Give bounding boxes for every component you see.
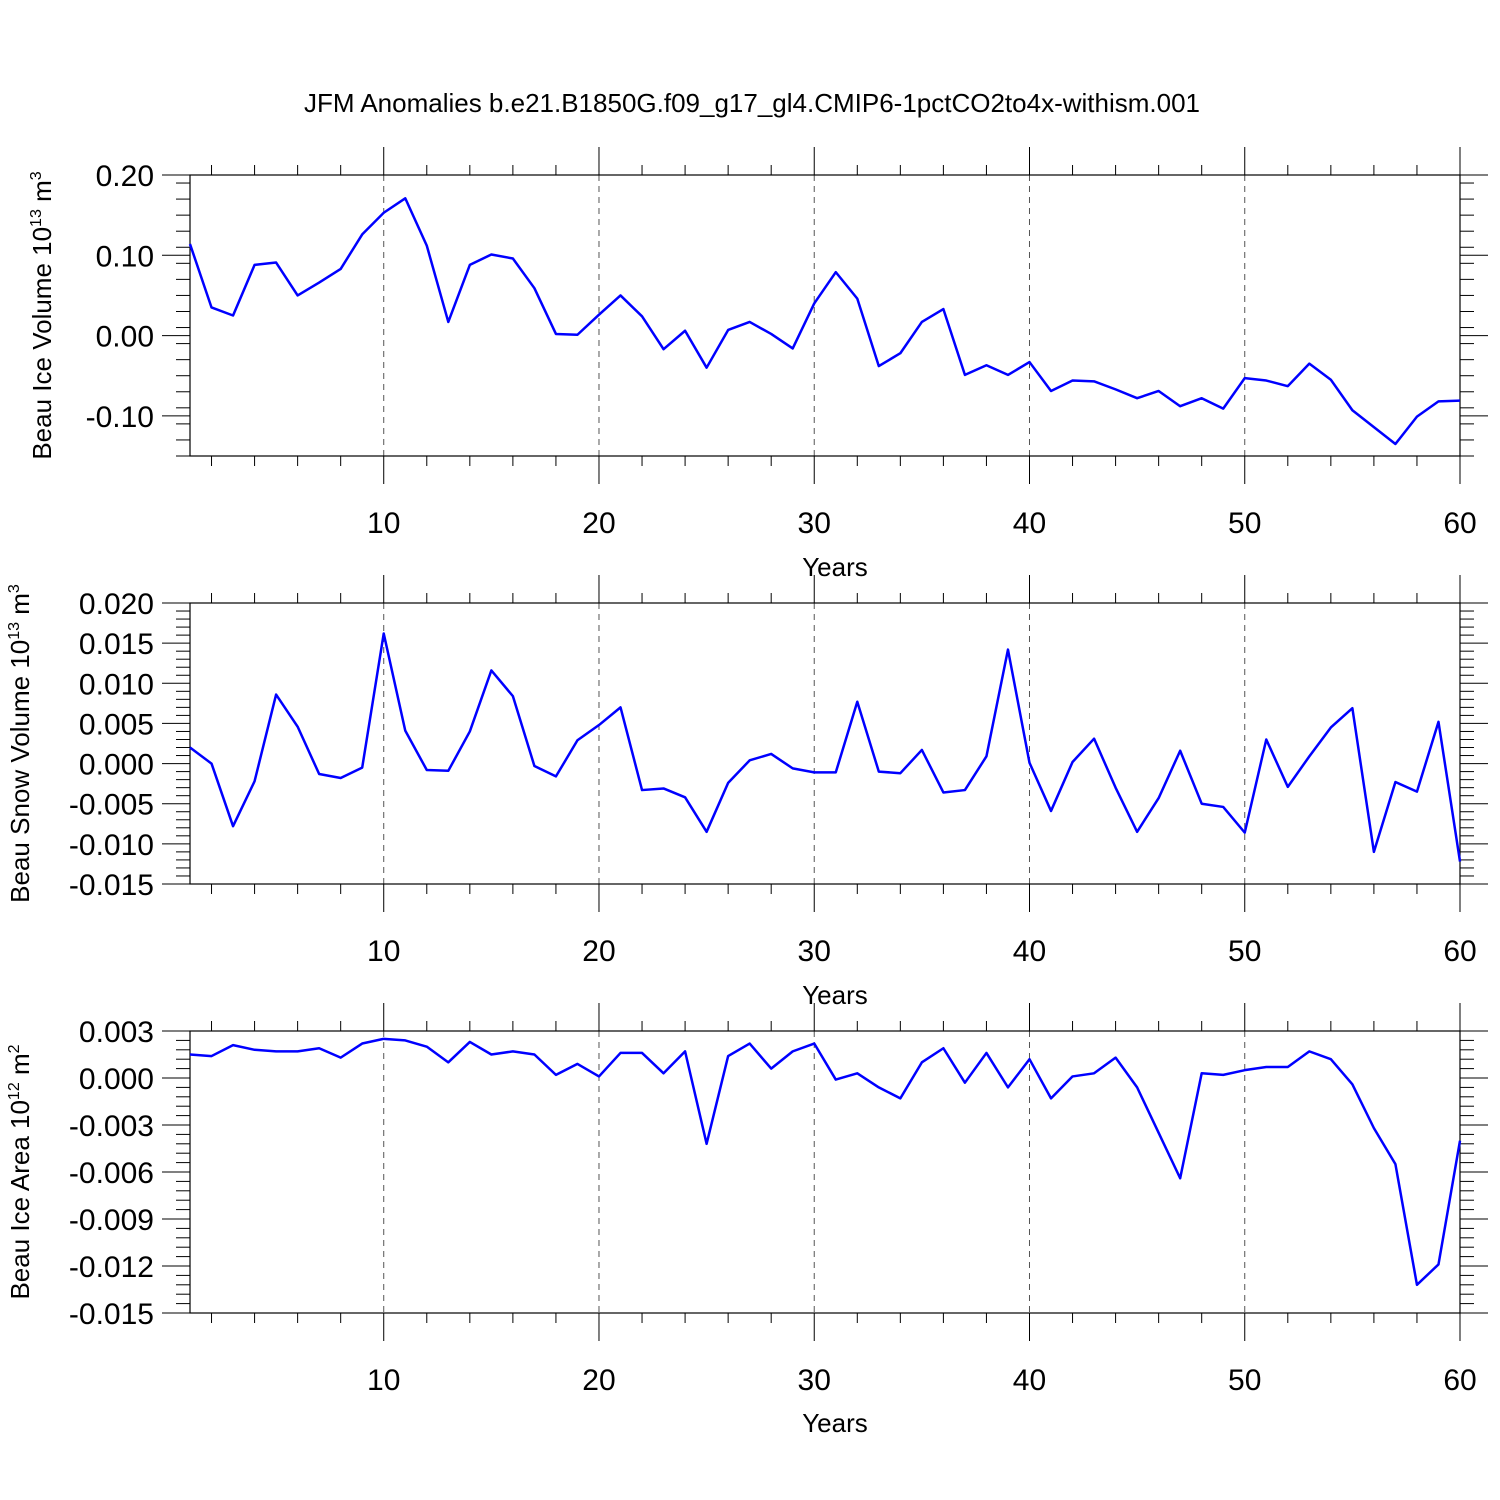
- y-tick-label: -0.015: [69, 869, 154, 902]
- y-tick-label: 0.020: [79, 588, 154, 621]
- x-tick-label: 30: [798, 935, 831, 968]
- y-axis-label-part: m: [27, 180, 57, 209]
- y-axis-label-part: m: [5, 1053, 35, 1082]
- chart-panel-1: 10 20 30 40 50 60 -0.10 0.00 0.10 0.20 Years Beau I…: [27, 147, 1488, 582]
- y-tick-label: 0.000: [79, 1063, 154, 1096]
- x-tick-label: 20: [582, 507, 615, 540]
- y-axis-label: Beau Ice Volume 1013 m3: [27, 171, 57, 459]
- y-tick-label: -0.010: [69, 829, 154, 862]
- series-line: [188, 197, 1461, 446]
- y-tick-label: 0.005: [79, 708, 154, 741]
- x-tick-label: 40: [1013, 1364, 1046, 1397]
- y-axis-label-part: Beau Snow Volume 10: [5, 640, 35, 903]
- y-axis-label-superscript: 3: [28, 171, 45, 180]
- y-tick-label: 0.003: [79, 1016, 154, 1049]
- x-tick-label: 60: [1443, 507, 1476, 540]
- y-tick-label: 0.20: [96, 160, 154, 193]
- x-tick-label: 30: [798, 1364, 831, 1397]
- y-axis-label: Beau Snow Volume 1013 m3: [5, 584, 35, 903]
- y-tick-label: 0.000: [79, 749, 154, 782]
- x-tick-label: 50: [1228, 935, 1261, 968]
- y-axis-label: Beau Ice Area 1012 m2: [5, 1044, 35, 1299]
- x-tick-label: 60: [1443, 935, 1476, 968]
- y-axis-label-superscript: 13: [6, 622, 23, 640]
- y-tick-label: 0.00: [96, 321, 154, 354]
- x-axis-label: Years: [802, 1408, 868, 1438]
- x-tick-label: 10: [367, 507, 400, 540]
- x-tick-label: 30: [798, 507, 831, 540]
- panels: 10 20 30 40 50 60 -0.10 0.00 0.10 0.20 Years Beau I…: [5, 147, 1488, 1438]
- y-axis-label-superscript: 13: [28, 209, 45, 227]
- y-tick-label: -0.10: [86, 401, 154, 434]
- x-axis-label: Years: [802, 552, 868, 582]
- y-axis-label-part: Beau Ice Area 10: [5, 1100, 35, 1299]
- plot-frame: [189, 174, 1461, 457]
- x-tick-label: 40: [1013, 507, 1046, 540]
- x-tick-label: 20: [582, 1364, 615, 1397]
- y-tick-label: -0.015: [69, 1298, 154, 1331]
- series-line: [189, 632, 1462, 862]
- x-tick-label: 40: [1013, 935, 1046, 968]
- y-axis-label-part: m: [5, 593, 35, 622]
- y-tick-label: 0.015: [79, 628, 154, 661]
- y-tick-label: -0.003: [69, 1110, 154, 1143]
- y-tick-label: 0.010: [79, 668, 154, 701]
- x-tick-label: 50: [1228, 1364, 1261, 1397]
- chart-panel-3: 10 20 30 40 50 60 -0.015 -0.012 -0.009 -0.006 -0.0…: [5, 1003, 1488, 1438]
- y-tick-label: -0.009: [69, 1204, 154, 1237]
- plot-frame: [189, 1030, 1461, 1314]
- x-axis-label: Years: [802, 980, 868, 1010]
- y-tick-label: -0.012: [69, 1251, 154, 1284]
- y-axis-label-part: Beau Ice Volume 10: [27, 227, 57, 460]
- y-tick-label: 0.10: [96, 240, 154, 273]
- x-tick-label: 10: [367, 935, 400, 968]
- x-tick-label: 10: [367, 1364, 400, 1397]
- chart-panel-2: 10 20 30 40 50 60 -0.015 -0.010 -0.005 0.000 0.005…: [5, 575, 1488, 1010]
- y-axis-label-superscript: 3: [6, 584, 23, 593]
- y-axis-label-superscript: 2: [6, 1044, 23, 1053]
- plot-frame: [189, 602, 1461, 885]
- series-line: [189, 1037, 1462, 1287]
- y-tick-label: -0.005: [69, 789, 154, 822]
- y-axis-label-superscript: 12: [6, 1082, 23, 1100]
- x-tick-label: 20: [582, 935, 615, 968]
- x-tick-label: 60: [1443, 1364, 1476, 1397]
- y-tick-label: -0.006: [69, 1157, 154, 1190]
- x-tick-label: 50: [1228, 507, 1261, 540]
- figure-title: JFM Anomalies b.e21.B1850G.f09_g17_gl4.C…: [304, 88, 1200, 118]
